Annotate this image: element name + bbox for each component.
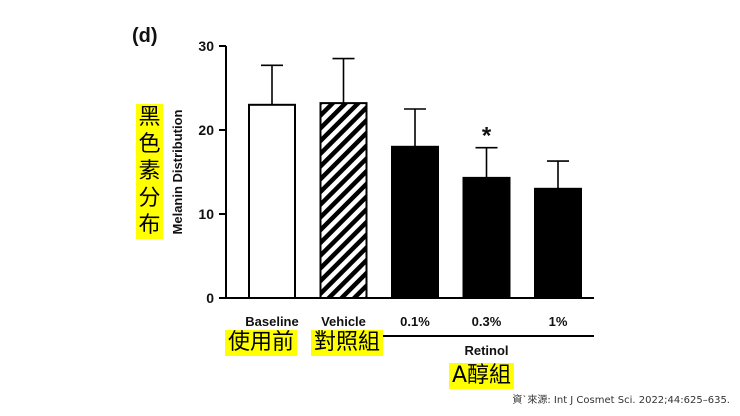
ylabel-zh-char: 色 [138,132,161,157]
y-tick-label: 30 [198,38,214,54]
retinol-zh-highlight: A醇組 [449,363,515,389]
ylabel-zh-char: 布 [138,213,161,238]
ylabel-zh-char: 素 [138,159,161,184]
ylabel-zh-highlight: 黑 色 素 分 布 [136,104,163,239]
bar [319,102,368,300]
category-label: 0.1% [400,314,430,329]
vehicle-zh-highlight: 對照組 [311,330,384,356]
bar [391,145,439,299]
baseline-zh-highlight: 使用前 [225,330,298,356]
bar [534,187,582,299]
ylabel-zh-char: 分 [138,186,161,211]
y-axis-label: Melanin Distribution [170,109,185,234]
y-tick-label: 0 [206,290,214,306]
bar [248,103,296,299]
y-tick-label: 20 [198,122,214,138]
category-label: 0.3% [472,314,502,329]
significance-mark: * [482,123,492,150]
ylabel-zh-char: 黑 [138,105,161,130]
retinol-label: Retinol [464,343,508,358]
panel-label: (d) [132,25,158,47]
y-tick-label: 10 [198,206,214,222]
category-label: 1% [549,314,568,329]
bar [462,176,511,300]
category-label: Baseline [245,314,298,329]
source-citation: 資`來源: Int J Cosmet Sci. 2022;44:625–635. [512,395,730,406]
category-label: Vehicle [321,314,366,329]
